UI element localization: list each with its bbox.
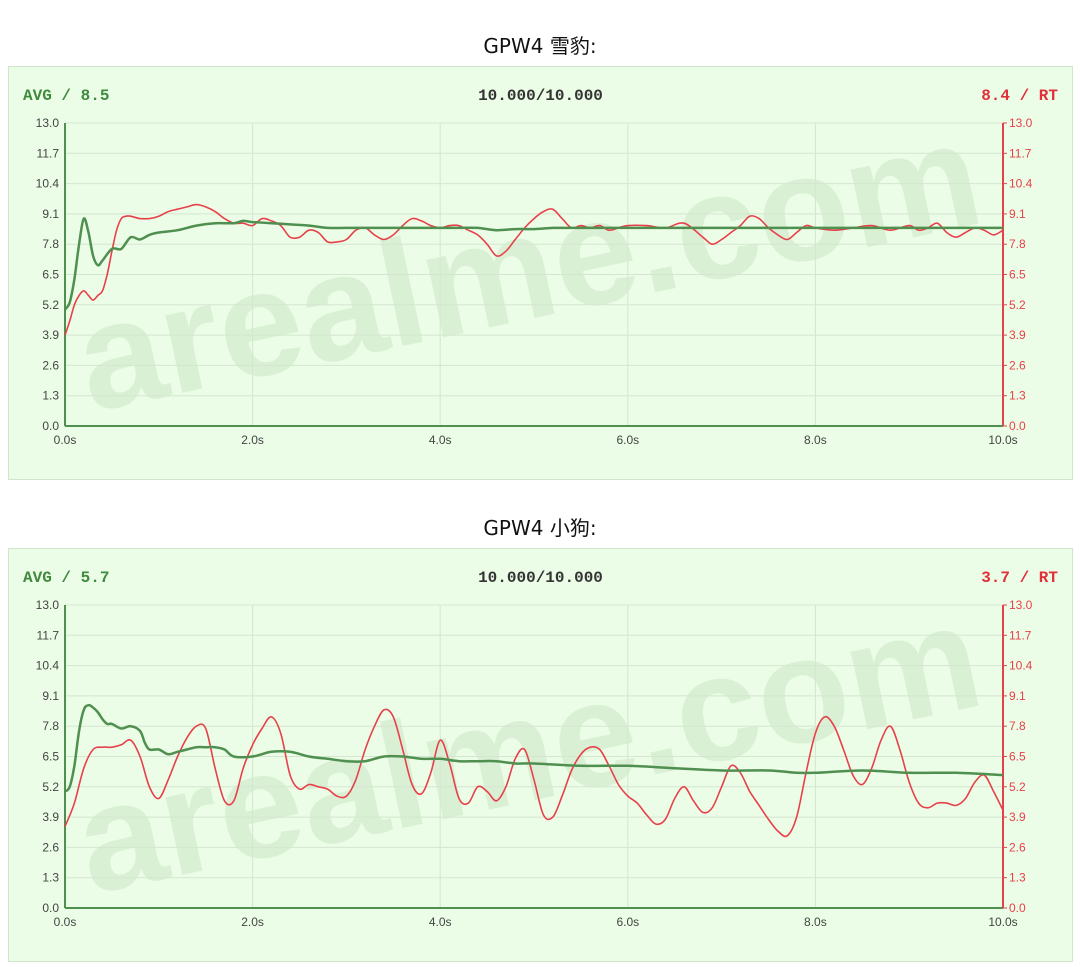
x-tick-label: 10.0s: [988, 915, 1017, 929]
avg-readout: AVG / 5.7: [23, 569, 110, 587]
y-tick-label-left: 7.8: [42, 237, 59, 251]
y-tick-label-left: 0.0: [42, 901, 59, 915]
avg-readout: AVG / 8.5: [23, 87, 110, 105]
y-tick-label-right: 0.0: [1009, 419, 1026, 433]
y-tick-label-right: 10.4: [1009, 659, 1033, 673]
x-tick-label: 4.0s: [429, 915, 452, 929]
y-tick-label-left: 11.7: [37, 146, 60, 160]
y-tick-label-right: 1.3: [1009, 389, 1026, 403]
y-tick-label-right: 7.8: [1009, 719, 1026, 733]
x-tick-label: 2.0s: [241, 433, 264, 447]
y-tick-label-left: 1.3: [42, 389, 59, 403]
y-tick-label-left: 2.6: [42, 358, 59, 372]
y-tick-label-right: 0.0: [1009, 901, 1026, 915]
y-tick-label-left: 1.3: [42, 871, 59, 885]
y-tick-label-right: 11.7: [1009, 628, 1032, 642]
x-tick-label: 4.0s: [429, 433, 452, 447]
chart-title-2: GPW4 小狗:: [483, 516, 597, 540]
y-tick-label-right: 3.9: [1009, 328, 1026, 342]
y-tick-label-right: 10.4: [1009, 177, 1033, 191]
avg-series-line: [64, 703, 1004, 793]
rt-readout: 3.7 / RT: [981, 569, 1058, 587]
y-tick-label-right: 5.2: [1009, 780, 1026, 794]
y-tick-label-right: 6.5: [1009, 268, 1026, 282]
x-tick-label: 6.0s: [616, 433, 639, 447]
watermark-text: arealme.com: [62, 89, 994, 444]
y-tick-label-left: 13.0: [36, 116, 60, 130]
y-tick-label-left: 7.8: [42, 719, 59, 733]
x-tick-label: 10.0s: [988, 433, 1017, 447]
y-tick-label-left: 9.1: [42, 207, 59, 221]
y-tick-label-left: 3.9: [42, 810, 59, 824]
progress-readout: 10.000/10.000: [478, 87, 603, 105]
x-tick-label: 8.0s: [804, 433, 827, 447]
progress-readout: 10.000/10.000: [478, 569, 603, 587]
y-tick-label-left: 0.0: [42, 419, 59, 433]
y-tick-label-left: 2.6: [42, 840, 59, 854]
y-tick-label-right: 11.7: [1009, 146, 1032, 160]
x-tick-label: 8.0s: [804, 915, 827, 929]
x-tick-label: 0.0s: [54, 915, 77, 929]
y-tick-label-right: 2.6: [1009, 840, 1026, 854]
y-tick-label-left: 5.2: [42, 780, 59, 794]
y-tick-label-right: 6.5: [1009, 750, 1026, 764]
y-tick-label-right: 9.1: [1009, 207, 1026, 221]
y-tick-label-left: 10.4: [36, 659, 60, 673]
y-tick-label-right: 1.3: [1009, 871, 1026, 885]
y-tick-label-left: 9.1: [42, 689, 59, 703]
y-tick-label-left: 10.4: [36, 177, 60, 191]
x-tick-label: 0.0s: [54, 433, 77, 447]
x-tick-label: 6.0s: [616, 915, 639, 929]
y-tick-label-left: 6.5: [42, 268, 59, 282]
y-tick-label-right: 5.2: [1009, 298, 1026, 312]
y-tick-label-left: 5.2: [42, 298, 59, 312]
y-tick-label-left: 13.0: [36, 598, 60, 612]
y-tick-label-right: 3.9: [1009, 810, 1026, 824]
y-tick-label-right: 9.1: [1009, 689, 1026, 703]
chart-panel-1: AVG / 8.5 10.000/10.000 8.4 / RT arealme…: [8, 66, 1073, 480]
y-tick-label-right: 13.0: [1009, 598, 1033, 612]
rt-readout: 8.4 / RT: [981, 87, 1058, 105]
avg-series-line: [63, 217, 1003, 311]
chart-panel-2: AVG / 5.7 10.000/10.000 3.7 / RT arealme…: [8, 548, 1073, 962]
chart-title-1: GPW4 雪豹:: [483, 34, 597, 58]
y-tick-label-right: 13.0: [1009, 116, 1033, 130]
y-tick-label-left: 6.5: [42, 750, 59, 764]
y-tick-label-left: 3.9: [42, 328, 59, 342]
y-tick-label-right: 7.8: [1009, 237, 1026, 251]
y-tick-label-right: 2.6: [1009, 358, 1026, 372]
rt-series-line: [64, 708, 1004, 838]
y-tick-label-left: 11.7: [37, 628, 60, 642]
x-tick-label: 2.0s: [241, 915, 264, 929]
